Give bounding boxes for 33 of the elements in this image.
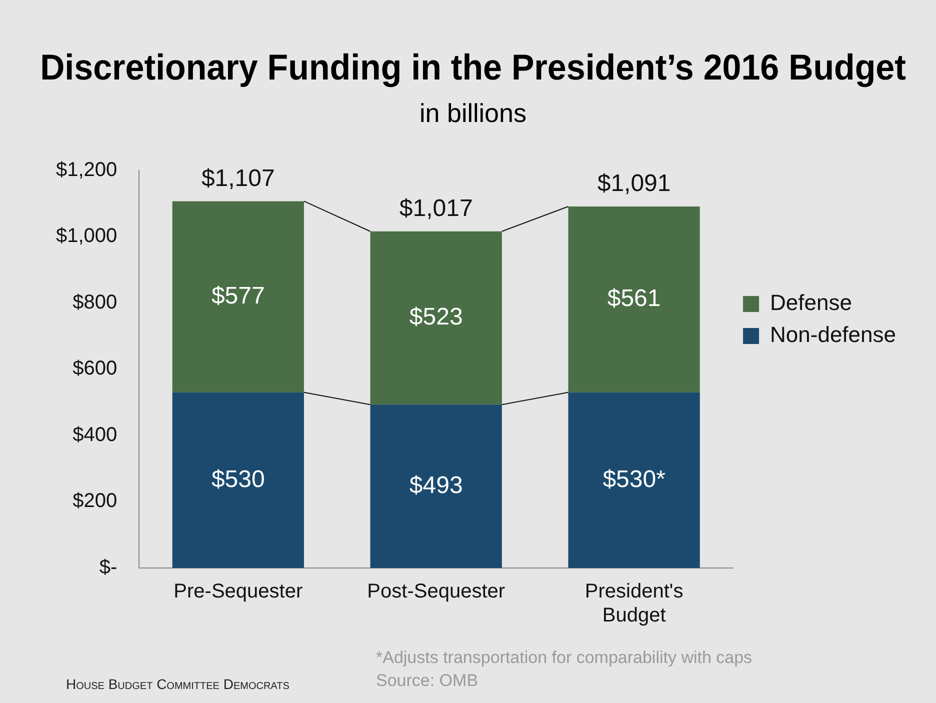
chart-subtitle: in billions (420, 98, 526, 128)
data-label: $577 (211, 282, 265, 310)
y-tick-label: $- (99, 556, 118, 579)
bar (370, 231, 502, 405)
y-tick-label: $1,200 (56, 158, 118, 181)
category-label: Budget (602, 604, 666, 627)
total-label: $1,091 (597, 170, 671, 198)
source-note: Source: OMB (376, 670, 478, 692)
bar (172, 201, 304, 392)
y-tick-label: $600 (72, 358, 118, 380)
x-tick-label: Pre-Sequester (174, 580, 303, 603)
text: House Budget Committee Democrats (66, 676, 290, 692)
chart-title: Discretionary Funding in the President’s 2016 Budget (40, 48, 906, 88)
total-label: $1,017 (399, 194, 473, 222)
data-label: $493 (409, 472, 463, 499)
y-tick-label: $400 (72, 424, 118, 446)
y-tick-label: $800 (72, 291, 118, 314)
data-label: $523 (409, 304, 463, 331)
total-label: $1,107 (201, 164, 275, 192)
legend-label: Non-defense (770, 322, 896, 348)
data-label: $530 (211, 466, 265, 493)
text: *Adjusts transportation for comparability with caps (376, 647, 752, 669)
data-label: $561 (607, 285, 661, 312)
category-label: President's (584, 580, 684, 603)
data-label: $530* (602, 466, 666, 493)
bar (370, 404, 502, 568)
bar (568, 206, 700, 392)
x-tick-label: Post-Sequester (367, 580, 506, 603)
y-tick-label: $200 (72, 490, 118, 512)
bar (172, 392, 304, 568)
bar (568, 392, 700, 568)
y-tick-label: $1,000 (56, 225, 118, 248)
legend-label: Defense (770, 290, 852, 316)
